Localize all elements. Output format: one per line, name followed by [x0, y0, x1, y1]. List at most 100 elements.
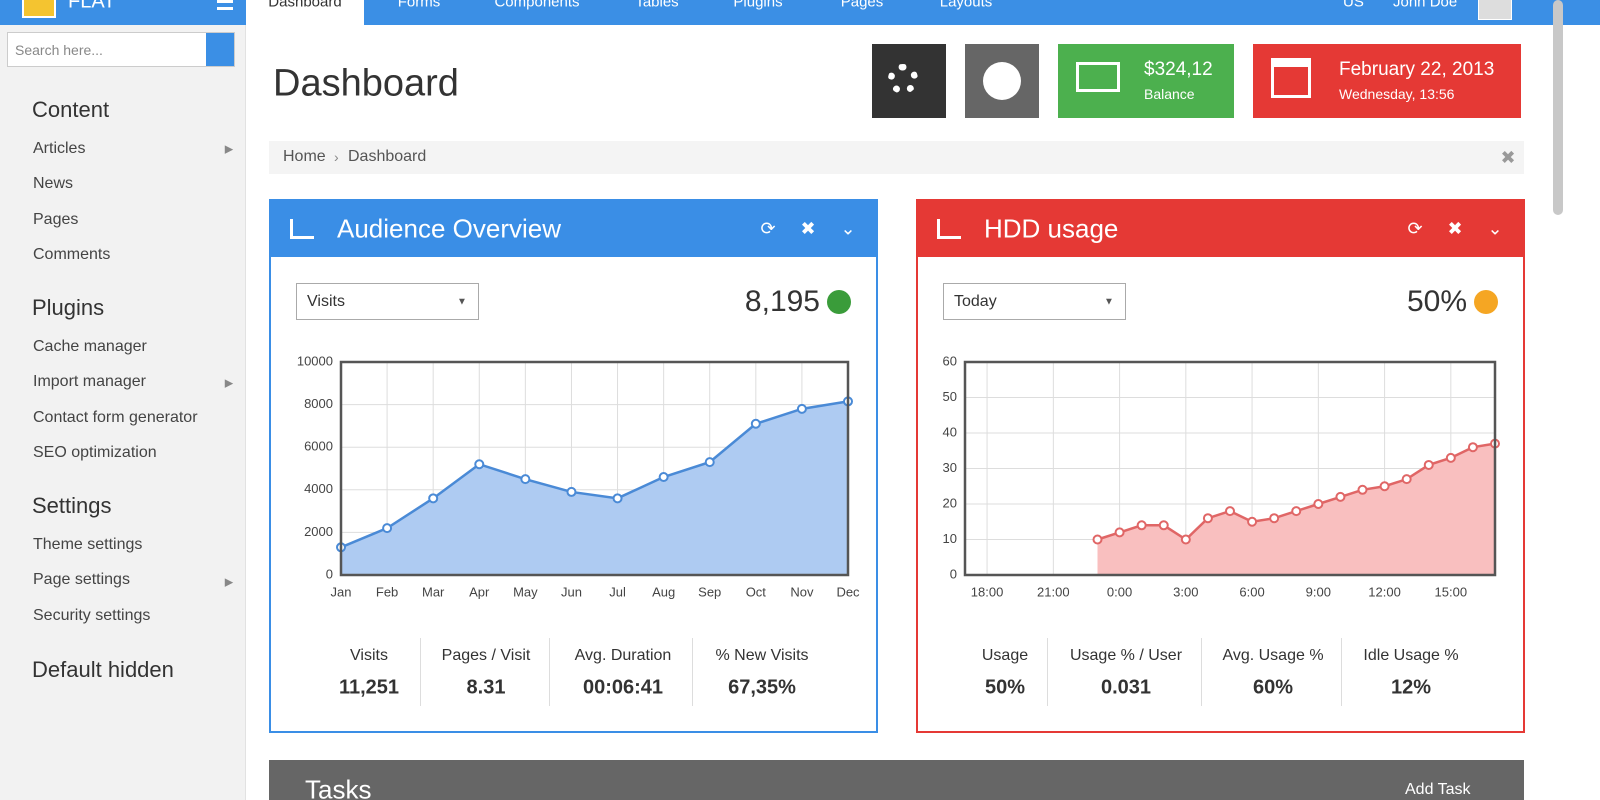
stat-separator [1341, 638, 1342, 706]
section-title[interactable]: Default hidden [32, 657, 174, 682]
user-name[interactable]: John Doe [1393, 0, 1458, 11]
menu-item[interactable]: Theme settings [33, 536, 143, 553]
logo-icon [22, 0, 56, 18]
active-tab[interactable] [246, 0, 364, 25]
stat-label: % New Visits [715, 647, 809, 664]
stat-label: Pages / Visit [441, 647, 531, 664]
balance-amount: $324,12 [1144, 59, 1213, 80]
close-icon[interactable]: ✖ [1500, 147, 1516, 168]
avatar[interactable] [1478, 0, 1512, 20]
menu-item[interactable]: Security settings [33, 606, 151, 624]
calendar-icon [1271, 58, 1311, 98]
stat-value: 67,35% [728, 676, 796, 699]
widget-control[interactable]: ⌄ [1487, 218, 1503, 239]
page-title: Dashboard [273, 62, 459, 105]
stat-value: 00:06:41 [582, 676, 664, 699]
time: Wednesday, 13:56 [1339, 86, 1455, 102]
trend-icon [827, 290, 851, 314]
stat-value: 50% [984, 676, 1026, 699]
widget-control[interactable]: ⟳ [1407, 218, 1423, 239]
nav-item[interactable]: Pages [840, 0, 884, 11]
select-arrow: ▼ [457, 296, 467, 308]
nav-item[interactable]: Tables [635, 0, 679, 11]
select-box[interactable] [296, 283, 479, 320]
tasks-bar [269, 760, 1524, 800]
balance-label: Balance [1144, 86, 1195, 102]
menu-item[interactable]: Comments [33, 245, 111, 263]
nav-item[interactable]: Plugins [733, 0, 783, 11]
widget-header [269, 199, 878, 257]
breadcrumb-item: Dashboard [348, 148, 427, 165]
widget-title: HDD usage [984, 213, 1119, 244]
search-placeholder: Search here... [15, 42, 103, 58]
submenu-arrow: ▶ [224, 377, 234, 390]
submenu-arrow: ▶ [224, 576, 234, 589]
nav-item[interactable]: Components [494, 0, 580, 11]
menu-item[interactable]: Articles [33, 140, 86, 157]
widget-header [916, 199, 1525, 257]
nav-item[interactable]: Layouts [939, 0, 993, 11]
section-title[interactable]: Plugins [32, 295, 105, 320]
sidebar [0, 25, 246, 800]
submenu-arrow: ▶ [224, 143, 234, 156]
stat-separator [1201, 638, 1202, 706]
tasks-action[interactable]: Add Task [1405, 781, 1471, 798]
widget-control[interactable]: ⟳ [760, 218, 776, 239]
select-arrow: ▼ [1104, 296, 1114, 308]
select-value: Visits [307, 293, 345, 310]
tasks-title: Tasks [305, 774, 372, 800]
widget-icon [937, 219, 961, 239]
widget-icon [290, 219, 314, 239]
section-title[interactable]: Settings [32, 493, 112, 518]
date: February 22, 2013 [1339, 59, 1495, 80]
stat-label: Usage % / User [1069, 647, 1183, 664]
money-icon [1076, 62, 1120, 92]
menu-item[interactable]: Page settings [33, 571, 130, 589]
stat-separator [692, 638, 693, 706]
stat-value: 8.31 [466, 676, 506, 699]
menu-item[interactable]: Pages [33, 210, 79, 228]
stat-separator [549, 638, 550, 706]
globe-icon [983, 62, 1021, 100]
menu-toggle[interactable] [217, 0, 233, 10]
search-button[interactable] [206, 33, 234, 66]
stat-separator [420, 638, 421, 706]
menu-item[interactable]: SEO optimization [33, 443, 157, 461]
stat-value: 60% [1252, 676, 1294, 699]
widget-control[interactable]: ⌄ [840, 218, 856, 239]
balance-tile[interactable] [1058, 44, 1234, 118]
scrollbar[interactable] [1553, 0, 1563, 215]
menu-item[interactable]: News [33, 175, 74, 193]
widget-control[interactable]: ✖ [800, 218, 816, 239]
menu-item[interactable]: Contact form generator [33, 408, 198, 426]
nav-item[interactable]: Forms [397, 0, 441, 11]
section-title[interactable]: Content [32, 97, 110, 122]
widget-title: Audience Overview [337, 213, 561, 244]
search-box[interactable] [7, 32, 235, 67]
stat-value: 11,251 [338, 676, 400, 699]
stat-label: Usage [981, 647, 1029, 664]
stat-value: 0.031 [1100, 676, 1152, 699]
gear-icon [888, 64, 918, 94]
date-tile[interactable] [1253, 44, 1521, 118]
stat-label: Visits [350, 647, 388, 664]
breadcrumb-separator: › [334, 149, 339, 165]
stat-label: Avg. Duration [574, 647, 672, 664]
nav-item[interactable]: Dashboard [268, 0, 342, 11]
breadcrumb-item[interactable]: Home [283, 148, 326, 165]
menu-item[interactable]: Import manager [33, 373, 146, 391]
stat-label: Idle Usage % [1363, 647, 1459, 664]
breadcrumb-bar [269, 141, 1524, 174]
language[interactable]: US [1343, 0, 1364, 11]
logo-text: FLAT [68, 0, 116, 13]
trend-icon [1474, 290, 1498, 314]
stat-label: Avg. Usage % [1222, 647, 1324, 664]
widget-control[interactable]: ✖ [1447, 218, 1463, 239]
stat-value: 12% [1390, 676, 1432, 699]
stat-separator [1047, 638, 1048, 706]
total-value: 8,195 [744, 285, 820, 318]
menu-item[interactable]: Cache manager [33, 338, 147, 355]
select-value: Today [954, 293, 997, 310]
select-box[interactable] [943, 283, 1126, 320]
